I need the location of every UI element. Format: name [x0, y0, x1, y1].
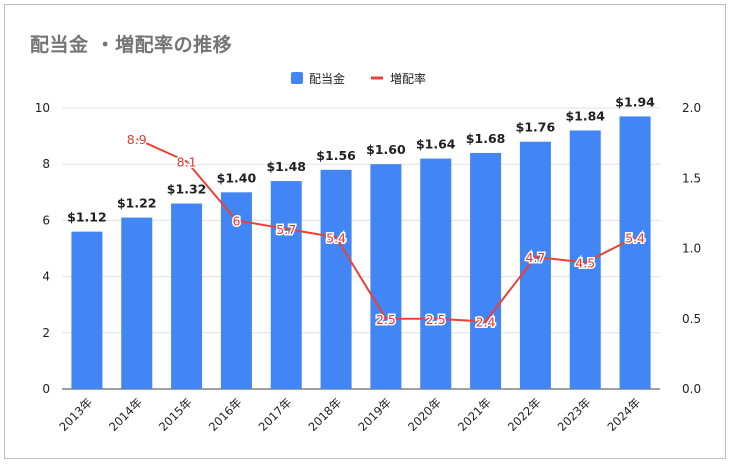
x-tick-label: 2022年	[505, 395, 544, 434]
x-tick-label: 2013年	[56, 395, 95, 434]
bar-data-label: $1.84	[565, 108, 605, 123]
x-tick-label: 2020年	[405, 395, 444, 434]
x-tick-label: 2018年	[305, 395, 344, 434]
bar-data-label: $1.94	[615, 94, 655, 109]
x-tick-label: 2019年	[355, 395, 394, 434]
y-right-tick-label: 1.5	[682, 171, 701, 185]
line-data-label: 2.5	[376, 312, 396, 327]
bar	[370, 164, 402, 389]
bar	[470, 152, 502, 389]
bar	[270, 181, 302, 389]
line-data-label: 2.5	[426, 312, 446, 327]
y-left-tick-label: 8	[42, 157, 50, 171]
line-series-増配率	[136, 137, 636, 323]
line-data-label: 5.7	[276, 222, 296, 237]
bar	[619, 116, 651, 390]
bar-data-label: $1.76	[516, 120, 556, 135]
bar	[171, 203, 203, 389]
line-data-label: 5.4	[326, 230, 346, 245]
bar	[121, 217, 153, 389]
bar	[569, 130, 601, 390]
bar-data-label: $1.64	[416, 137, 456, 152]
line-data-label: 4.5	[575, 256, 595, 271]
legend-swatch-bar	[291, 72, 303, 84]
x-tick-label: 2017年	[256, 395, 295, 434]
line-data-label: 2.4	[476, 315, 496, 330]
bar	[519, 141, 551, 389]
x-tick-label: 2023年	[555, 395, 594, 434]
bar-data-label: $1.56	[316, 148, 356, 163]
x-tick-label: 2016年	[206, 395, 245, 434]
bar-data-label: $1.68	[466, 131, 506, 146]
chart-title: 配当金 ・増配率の推移	[30, 34, 233, 56]
bar-data-label: $1.48	[266, 159, 306, 174]
bar-data-label: $1.12	[67, 210, 107, 225]
line-data-label: 8.1	[177, 154, 197, 169]
y-left-tick-label: 2	[42, 326, 50, 340]
line-data-label: 4.7	[525, 250, 545, 265]
line-data-label: 6	[232, 213, 240, 228]
y-left-tick-label: 6	[42, 213, 50, 227]
bar	[220, 192, 252, 389]
legend-label-line: 増配率	[390, 71, 426, 86]
bar	[420, 158, 452, 389]
bar	[71, 231, 103, 389]
x-tick-label: 2021年	[455, 395, 494, 434]
y-left-tick-label: 0	[42, 382, 50, 396]
x-tick-label: 2015年	[156, 395, 195, 434]
line-data-label: 5.4	[625, 230, 645, 245]
line-data-label: 8.9	[127, 132, 147, 147]
y-right-tick-label: 2.0	[682, 101, 701, 115]
y-right-tick-label: 0.5	[682, 312, 701, 326]
bar-data-label: $1.32	[167, 182, 207, 197]
legend-label-bar: 配当金	[309, 71, 345, 86]
y-left-tick-label: 10	[35, 101, 50, 115]
bar-data-label: $1.22	[117, 196, 157, 211]
y-left-tick-label: 4	[42, 270, 50, 284]
bar-data-label: $1.60	[366, 142, 406, 157]
y-right-tick-label: 1.0	[682, 242, 701, 256]
bar-data-label: $1.40	[217, 170, 257, 185]
x-tick-label: 2024年	[604, 395, 643, 434]
bar	[320, 169, 352, 389]
y-right-tick-label: 0.0	[682, 382, 701, 396]
x-tick-label: 2014年	[106, 395, 145, 434]
